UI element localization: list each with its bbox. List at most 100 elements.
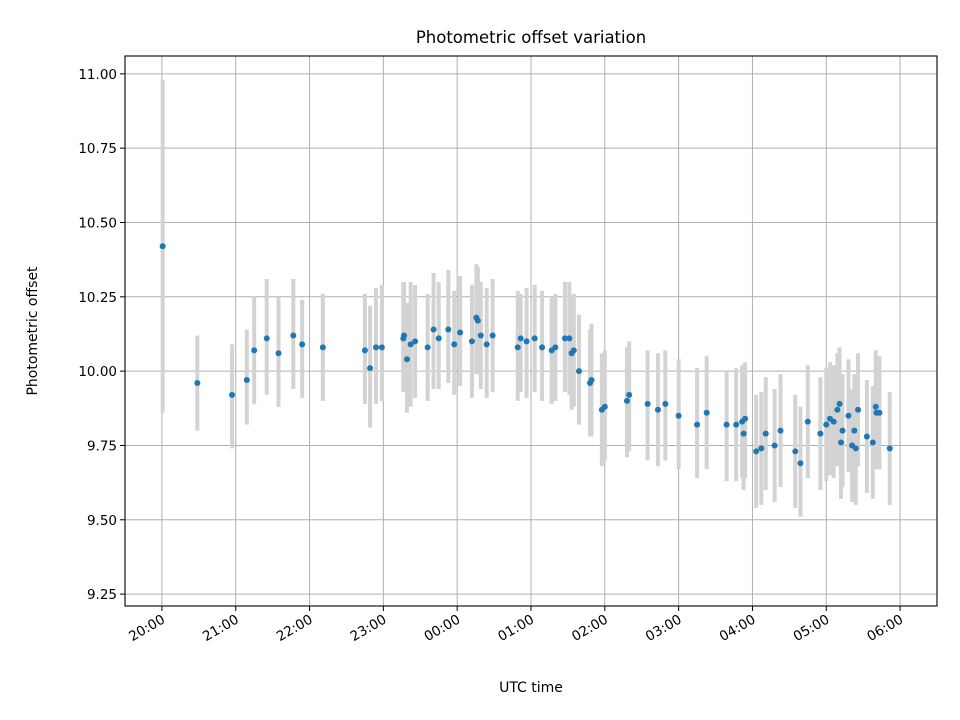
data-point — [804, 418, 811, 425]
data-point — [514, 344, 521, 351]
data-point — [777, 427, 784, 434]
data-point — [771, 442, 778, 449]
data-point — [817, 430, 824, 437]
data-point — [851, 427, 858, 434]
y-tick-label: 9.75 — [87, 438, 117, 454]
data-point — [834, 406, 841, 413]
data-point — [792, 448, 799, 455]
data-point — [290, 332, 297, 339]
data-point — [758, 445, 765, 452]
data-point — [451, 341, 458, 348]
y-tick-label: 10.75 — [78, 141, 117, 157]
data-point — [575, 368, 582, 375]
data-point — [275, 350, 282, 357]
data-point — [601, 403, 608, 410]
y-tick-label: 11.00 — [78, 67, 117, 83]
data-point — [263, 335, 270, 342]
data-point — [299, 341, 306, 348]
data-point — [588, 377, 595, 384]
data-point — [378, 344, 385, 351]
data-point — [412, 338, 419, 345]
data-point — [403, 356, 410, 363]
x-tick-label: 05:00 — [791, 612, 833, 645]
data-point — [723, 421, 730, 428]
data-point — [830, 418, 837, 425]
data-point — [733, 421, 740, 428]
data-point — [489, 332, 496, 339]
data-point — [407, 341, 414, 348]
data-point — [552, 344, 559, 351]
data-point — [367, 365, 374, 372]
data-point — [886, 445, 893, 452]
data-point — [229, 391, 236, 398]
data-point — [654, 406, 661, 413]
x-tick-label: 03:00 — [643, 612, 685, 645]
data-point — [753, 448, 760, 455]
data-point — [566, 335, 573, 342]
data-point — [797, 460, 804, 467]
data-point — [477, 332, 484, 339]
data-point — [869, 439, 876, 446]
data-point — [319, 344, 326, 351]
y-axis-label: Photometric offset — [25, 266, 41, 396]
y-tick-label: 9.25 — [87, 587, 117, 603]
errorbar-layer — [160, 79, 892, 517]
data-point — [251, 347, 258, 354]
data-point — [876, 409, 883, 416]
x-axis-label: UTC time — [499, 680, 563, 696]
data-point — [838, 439, 845, 446]
data-point — [517, 335, 524, 342]
data-point — [570, 347, 577, 354]
data-point — [836, 400, 843, 407]
data-point — [845, 412, 852, 419]
data-point — [424, 344, 431, 351]
data-point — [435, 335, 442, 342]
point-layer — [159, 243, 893, 467]
data-point — [474, 317, 481, 324]
y-tick-label: 10.50 — [78, 215, 117, 231]
data-point — [159, 243, 166, 250]
data-point — [483, 341, 490, 348]
data-point — [194, 380, 201, 387]
data-point — [457, 329, 464, 336]
data-point — [430, 326, 437, 333]
y-tick-label: 10.25 — [78, 290, 117, 306]
data-point — [361, 347, 368, 354]
y-tick-label: 9.50 — [87, 513, 117, 529]
data-point — [852, 445, 859, 452]
x-tick-label: 06:00 — [864, 612, 906, 645]
data-point — [445, 326, 452, 333]
x-tick-label: 01:00 — [495, 612, 537, 645]
data-point — [539, 344, 546, 351]
data-point — [243, 377, 250, 384]
data-point — [872, 403, 879, 410]
data-point — [703, 409, 710, 416]
data-point — [623, 397, 630, 404]
x-tick-label: 04:00 — [717, 612, 759, 645]
data-point — [531, 335, 538, 342]
data-point — [740, 430, 747, 437]
x-tick-label: 23:00 — [348, 612, 390, 645]
data-point — [762, 430, 769, 437]
data-point — [694, 421, 701, 428]
data-point — [839, 427, 846, 434]
data-point — [372, 344, 379, 351]
chart-title: Photometric offset variation — [416, 28, 646, 47]
plot-frame — [124, 55, 938, 607]
x-tick-label: 21:00 — [200, 612, 242, 645]
x-tick-label: 22:00 — [274, 612, 316, 645]
data-point — [823, 421, 830, 428]
data-point — [863, 433, 870, 440]
y-tick-label: 10.00 — [78, 364, 117, 380]
data-point — [675, 412, 682, 419]
data-point — [644, 400, 651, 407]
data-point — [561, 335, 568, 342]
x-tick-label: 00:00 — [421, 612, 463, 645]
data-point — [626, 391, 633, 398]
data-point — [855, 406, 862, 413]
data-point — [662, 400, 669, 407]
x-tick-label: 02:00 — [569, 612, 611, 645]
data-point — [742, 415, 749, 422]
data-point — [401, 332, 408, 339]
